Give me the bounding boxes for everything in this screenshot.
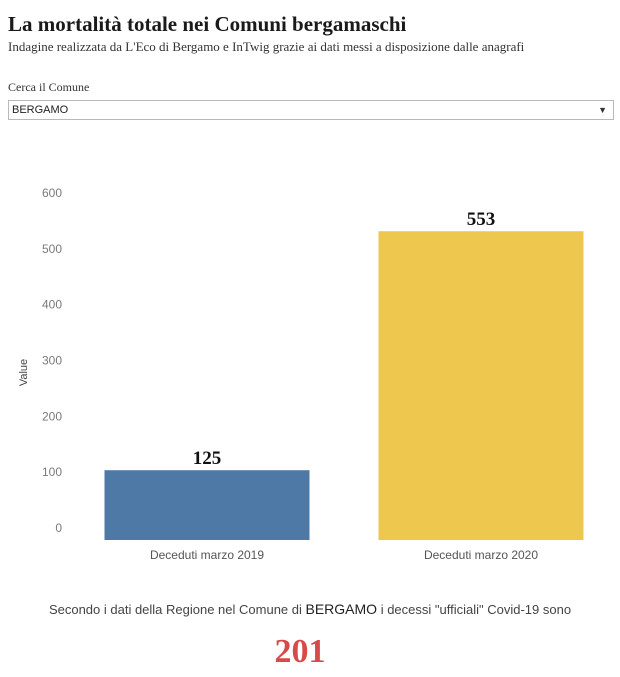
bar-chart: 0 100 200 300 400 500 600 Value 125 553 Decedut… (18, 186, 584, 562)
y-tick-label: 600 (42, 186, 62, 200)
page-title: La mortalità totale nei Comuni bergamasc… (8, 12, 407, 36)
covid-note: Secondo i dati della Regione nel Comune … (0, 601, 620, 617)
bar[interactable] (104, 470, 310, 540)
chevron-down-icon[interactable]: ▼ (598, 105, 607, 115)
covid-note-comune: BERGAMO (305, 601, 378, 617)
covid-note-text-after: i decessi "ufficiali" Covid-19 sono (377, 602, 572, 617)
covid-note-text-before: Secondo i dati della Regione nel Comune … (48, 602, 306, 617)
y-tick-label: 100 (42, 465, 62, 479)
comune-select[interactable]: BERGAMO ▼ (8, 100, 614, 120)
y-axis: 0 100 200 300 400 500 600 (42, 186, 62, 535)
y-tick-label: 400 (42, 298, 62, 312)
x-tick-label: Deceduti marzo 2020 (424, 548, 538, 562)
bar[interactable] (378, 231, 584, 540)
y-tick-label: 500 (42, 242, 62, 256)
data-label: 553 (467, 209, 496, 230)
y-tick-label: 200 (42, 409, 62, 423)
data-label: 125 (193, 448, 222, 469)
y-tick-label: 300 (42, 354, 62, 368)
x-tick-label: Deceduti marzo 2019 (150, 548, 264, 562)
y-tick-label: 0 (55, 521, 62, 535)
y-axis-label: Value (18, 359, 30, 386)
page-subtitle: Indagine realizzata da L'Eco di Bergamo … (8, 39, 525, 54)
bars (104, 231, 584, 540)
covid-deaths-value: 201 (274, 633, 326, 670)
data-labels: 125 553 (193, 209, 496, 469)
comune-select-value: BERGAMO (12, 104, 69, 116)
x-axis: Deceduti marzo 2019 Deceduti marzo 2020 (150, 548, 538, 562)
filter-label: Cerca il Comune (8, 80, 90, 94)
